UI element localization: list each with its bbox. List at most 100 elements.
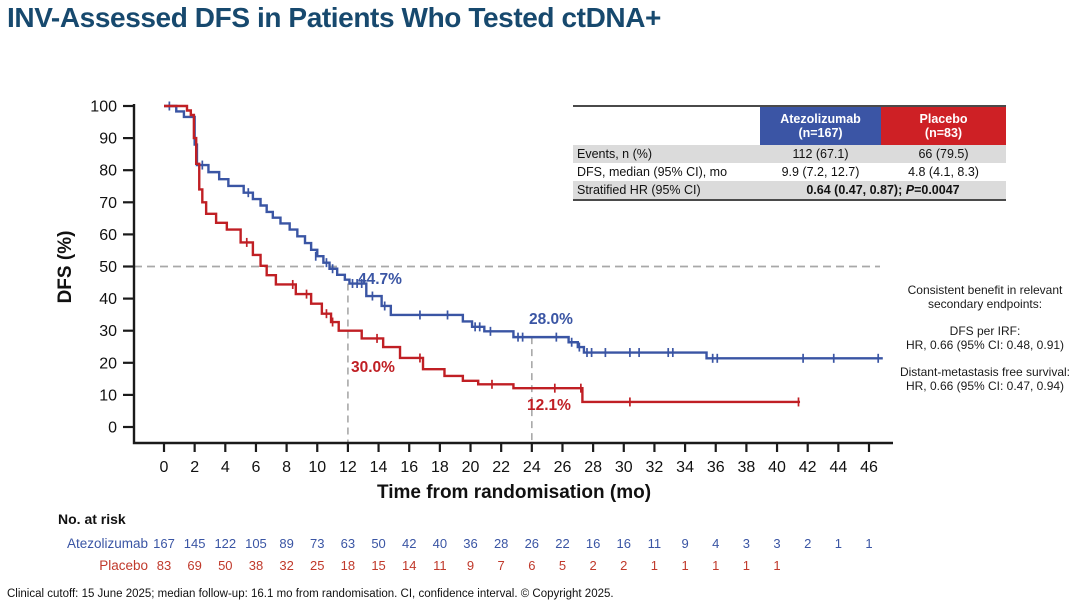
at-risk-value: 3 [742, 536, 750, 551]
at-risk-value: 28 [493, 536, 509, 551]
at-risk-values-placebo: 83 69 50 38 32 25 18 15 14 11 9 7 6 5 2 2 1 1 1 1 1 [0, 558, 1080, 574]
side-note-line: Distant-metastasis free survival: [899, 365, 1071, 379]
at-risk-value: 1 [865, 536, 873, 551]
x-tick-label: 38 [737, 459, 755, 476]
x-tick-label: 2 [190, 459, 199, 476]
row-label: Stratified HR (95% CI) [577, 183, 701, 197]
annotation-placebo-12mo: 30.0% [351, 359, 395, 376]
annotation-atezolizumab-24mo: 28.0% [529, 311, 573, 328]
side-note: Consistent benefit in relevant secondary… [890, 283, 1080, 406]
x-tick-label: 4 [221, 459, 230, 476]
y-axis-title: DFS (%) [55, 230, 76, 304]
annotation-atezolizumab-12mo: 44.7% [358, 271, 402, 288]
km-curve-placebo [164, 104, 801, 404]
y-tick-label: 100 [90, 99, 117, 116]
side-note-dmfs: Distant-metastasis free survival: HR, 0.… [890, 365, 1080, 393]
at-risk-value: 11 [647, 536, 662, 551]
y-tick-label: 80 [99, 163, 117, 180]
at-risk-value: 69 [187, 558, 202, 573]
placebo-header-n: (n=83) [924, 126, 963, 140]
at-risk-value: 2 [804, 536, 812, 551]
median-atezolizumab: 9.9 (7.2, 12.7) [781, 165, 860, 179]
at-risk-value: 18 [340, 558, 356, 573]
table-row-median-dfs: DFS, median (95% CI), mo 9.9 (7.2, 12.7)… [573, 163, 1006, 181]
side-note-line: DFS per IRF: [949, 324, 1021, 338]
at-risk-value: 2 [589, 558, 597, 573]
at-risk-value: 3 [773, 536, 781, 551]
at-risk-value: 50 [218, 558, 233, 573]
at-risk-value: 22 [555, 536, 570, 551]
placebo-header-name: Placebo [919, 111, 968, 126]
x-tick-label: 32 [646, 459, 664, 476]
at-risk-value: 5 [558, 558, 567, 573]
x-tick-label: 6 [252, 459, 261, 476]
at-risk-value: 25 [310, 558, 325, 573]
at-risk-value: 2 [620, 558, 628, 573]
y-tick-label: 40 [99, 291, 117, 308]
at-risk-value: 38 [248, 558, 264, 573]
x-tick-label: 42 [799, 459, 817, 476]
x-tick-label: 24 [523, 459, 541, 476]
y-tick-label: 20 [99, 355, 117, 372]
axis-lines [132, 104, 893, 445]
annotation-placebo-24mo: 12.1% [527, 397, 571, 414]
x-tick-label: 0 [160, 459, 169, 476]
x-tick-label: 46 [860, 459, 878, 476]
atezolizumab-header-n: (n=167) [798, 126, 843, 140]
summary-table: Atezolizumab (n=167) Placebo (n=83) Even… [573, 105, 1006, 201]
x-tick-label: 44 [829, 459, 847, 476]
page-title: INV-Assessed DFS in Patients Who Tested … [7, 2, 662, 33]
side-note-dfs-irf: DFS per IRF: HR, 0.66 (95% CI: 0.48, 0.9… [890, 324, 1080, 352]
y-tick-label: 60 [99, 227, 117, 244]
at-risk-value: 11 [433, 558, 447, 573]
at-risk-value: 4 [712, 536, 720, 551]
x-tick-label: 20 [462, 459, 480, 476]
y-tick-label: 0 [108, 420, 117, 437]
side-note-line: Consistent benefit in relevant [907, 283, 1063, 297]
table-row-hazard-ratio: Stratified HR (95% CI) 0.64 (0.47, 0.87)… [573, 181, 1006, 199]
at-risk-value: 15 [371, 558, 386, 573]
at-risk-value: 9 [681, 536, 689, 551]
x-tick-label: 16 [400, 459, 418, 476]
atezolizumab-header-name: Atezolizumab [780, 111, 861, 126]
at-risk-value: 1 [650, 558, 659, 573]
side-note-line: HR, 0.66 (95% CI: 0.48, 0.91) [905, 338, 1065, 352]
at-risk-value: 26 [524, 536, 540, 551]
x-axis-title: Time from randomisation (mo) [376, 482, 652, 503]
events-atezolizumab: 112 (67.1) [792, 147, 849, 161]
side-note-line: secondary endpoints: [927, 297, 1043, 311]
at-risk-values-atezolizumab: 167 145 122 105 89 73 63 50 42 40 36 28 26 22 16 16 11 9 4… [0, 536, 1080, 552]
footer-note: Clinical cutoff: 15 June 2025; median fo… [7, 588, 614, 600]
y-tick-label: 10 [99, 387, 117, 404]
x-tick-label: 28 [584, 459, 602, 476]
at-risk-value: 16 [585, 536, 601, 551]
at-risk-value: 7 [497, 558, 505, 573]
hr-ci-text: 0.64 (0.47, 0.87); [806, 183, 906, 197]
at-risk-value: 1 [712, 558, 720, 573]
at-risk-value: 42 [401, 536, 417, 551]
p-label: P [905, 183, 915, 197]
x-tick-label: 22 [492, 459, 510, 476]
table-row-events: Events, n (%) 112 (67.1) 66 (79.5) [573, 145, 1006, 163]
median-placebo: 4.8 (4.1, 8.3) [908, 165, 979, 179]
at-risk-value: 167 [153, 536, 175, 551]
at-risk-value: 145 [183, 536, 206, 551]
at-risk-label-atezolizumab: Atezolizumab [66, 536, 148, 551]
at-risk-value: 6 [528, 558, 536, 573]
y-tick-label: 90 [99, 131, 117, 148]
y-tick-label: 50 [99, 259, 117, 276]
table-header-atezolizumab: Atezolizumab (n=167) [760, 107, 881, 145]
hazard-ratio-value: 0.64 (0.47, 0.87); P=0.0047 [760, 181, 1006, 199]
x-tick-label: 8 [282, 459, 291, 476]
side-note-line: HR, 0.66 (95% CI: 0.47, 0.94) [905, 379, 1065, 393]
at-risk-value: 83 [156, 558, 172, 573]
row-label: Events, n (%) [577, 147, 653, 161]
x-tick-label: 30 [615, 459, 633, 476]
at-risk-value: 105 [245, 536, 267, 551]
at-risk-value: 89 [279, 536, 294, 551]
at-risk-heading: No. at risk [58, 511, 126, 527]
x-tick-label: 10 [308, 459, 326, 476]
at-risk-value: 1 [773, 558, 781, 573]
table-header-empty [573, 107, 760, 145]
at-risk-value: 16 [616, 536, 631, 551]
